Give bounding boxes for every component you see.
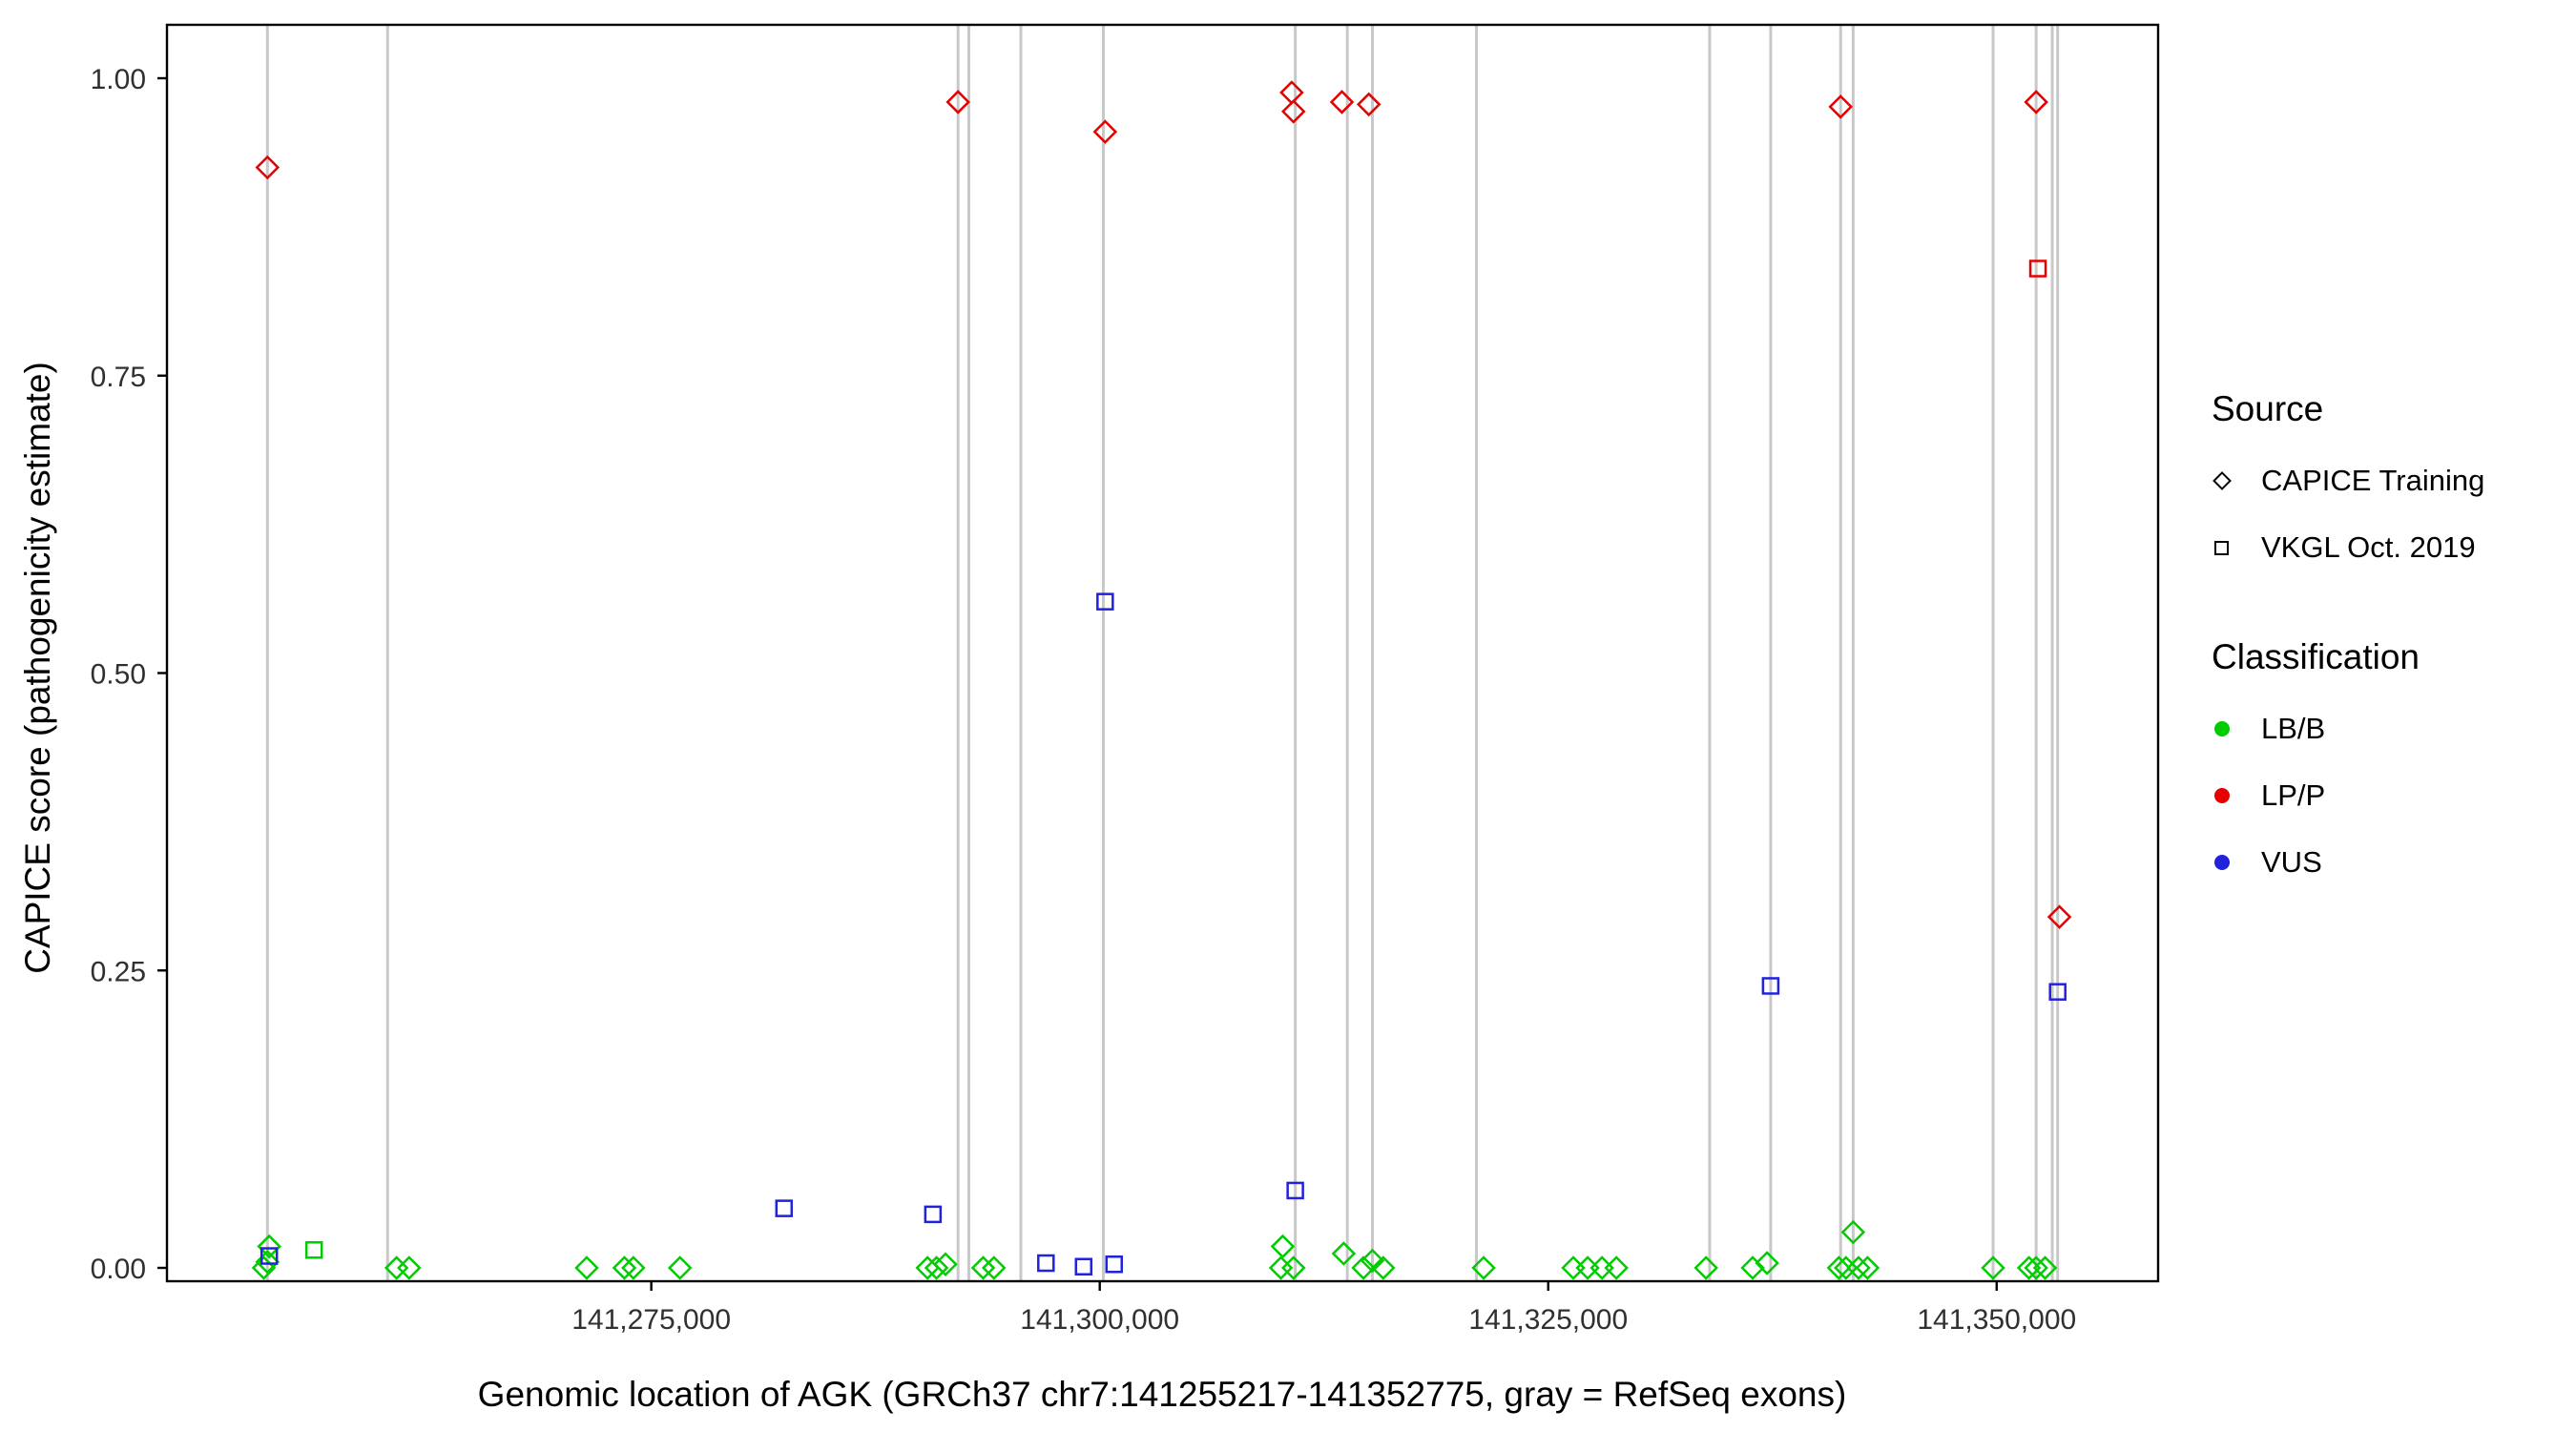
- data-point-diamond: [667, 1255, 693, 1280]
- legend-item-vkgl: VKGL Oct. 2019: [2212, 527, 2484, 569]
- legend-item-vus: VUS: [2212, 841, 2484, 883]
- data-point-diamond: [933, 1252, 958, 1277]
- y-tick-label: 0.50: [91, 659, 146, 691]
- data-point-square: [2028, 259, 2047, 278]
- y-tick-label: 0.00: [91, 1254, 146, 1285]
- data-point-diamond: [1826, 1255, 1852, 1280]
- data-point-diamond: [1092, 119, 1118, 144]
- data-point-diamond: [1755, 1251, 1779, 1275]
- legend-item-capice-training: CAPICE Training: [2212, 460, 2484, 502]
- y-axis-label: CAPICE score (pathogenicity estimate): [18, 362, 57, 974]
- legend-item-label: CAPICE Training: [2261, 464, 2485, 497]
- data-point-diamond: [1589, 1255, 1614, 1280]
- x-tick-label: 141,325,000: [1468, 1304, 1628, 1336]
- data-point-diamond: [1356, 92, 1381, 117]
- data-point-diamond: [1604, 1255, 1629, 1280]
- data-point-diamond: [1329, 90, 1355, 114]
- data-point-diamond: [1331, 1241, 1357, 1266]
- red-dot-icon: [2212, 788, 2261, 803]
- data-point-square: [1286, 1181, 1304, 1200]
- data-point-diamond: [1471, 1255, 1496, 1280]
- data-point-diamond: [1740, 1255, 1765, 1280]
- legend-item-label: LP/P: [2261, 778, 2326, 812]
- square-outline-icon: [2212, 540, 2261, 555]
- data-point-square: [1761, 977, 1780, 995]
- data-point-diamond: [1279, 80, 1304, 105]
- y-tick-label: 0.25: [91, 956, 146, 987]
- data-point-diamond: [1840, 1219, 1866, 1245]
- legend-item-label: VUS: [2261, 845, 2322, 879]
- data-point-diamond: [1575, 1255, 1600, 1280]
- data-point-diamond: [1561, 1255, 1586, 1280]
- data-point-diamond: [1693, 1255, 1718, 1280]
- data-point-diamond: [1360, 1248, 1385, 1274]
- data-point-diamond: [981, 1255, 1007, 1280]
- data-point-square: [304, 1241, 323, 1259]
- data-point-diamond: [1351, 1255, 1376, 1280]
- data-point-diamond: [1846, 1255, 1871, 1280]
- legend-group-source: Source CAPICE Training VKGL Oct. 2019: [2212, 389, 2484, 569]
- data-point-square: [1096, 592, 1114, 611]
- data-point-diamond: [612, 1255, 637, 1280]
- legend-group-classification: Classification LB/B LP/P VUS: [2212, 637, 2484, 883]
- data-point-square: [1037, 1254, 1055, 1273]
- data-point-square: [1105, 1255, 1123, 1274]
- data-point-square: [775, 1199, 794, 1217]
- data-point-diamond: [924, 1255, 949, 1280]
- y-tick-label: 0.75: [91, 362, 146, 393]
- data-point-diamond: [1981, 1255, 2005, 1280]
- data-point-diamond: [2032, 1255, 2058, 1280]
- legend-item-label: VKGL Oct. 2019: [2261, 530, 2476, 564]
- legend: Source CAPICE Training VKGL Oct. 2019 Cl…: [2212, 389, 2484, 908]
- green-dot-icon: [2212, 721, 2261, 736]
- data-point-diamond: [1280, 1255, 1306, 1280]
- data-point-diamond: [1855, 1255, 1880, 1280]
- data-point-square: [2048, 983, 2067, 1001]
- data-point-diamond: [397, 1255, 422, 1280]
- data-point-diamond: [1828, 94, 1853, 119]
- data-point-diamond: [257, 1234, 281, 1259]
- legend-item-lbb: LB/B: [2212, 708, 2484, 750]
- legend-item-label: LB/B: [2261, 712, 2326, 745]
- x-axis-label: Genomic location of AGK (GRCh37 chr7:141…: [477, 1375, 1847, 1414]
- data-point-square: [260, 1247, 279, 1265]
- data-point-diamond: [1370, 1255, 1396, 1280]
- data-point-diamond: [255, 155, 280, 180]
- panel-border: [165, 23, 2160, 1283]
- data-point-diamond: [2024, 90, 2048, 114]
- blue-dot-icon: [2212, 855, 2261, 870]
- data-point-diamond: [970, 1255, 996, 1280]
- x-tick-label: 141,300,000: [1020, 1304, 1179, 1336]
- data-point-diamond: [2016, 1255, 2042, 1280]
- data-point-diamond: [2046, 904, 2072, 929]
- data-point-diamond: [384, 1255, 409, 1280]
- x-tick-label: 141,350,000: [1917, 1304, 2076, 1336]
- y-tick-label: 1.00: [91, 64, 146, 95]
- data-point-diamond: [1280, 99, 1306, 124]
- legend-title-classification: Classification: [2212, 637, 2420, 676]
- data-point-square: [924, 1205, 943, 1224]
- data-point-diamond: [945, 90, 970, 114]
- x-tick-label: 141,275,000: [571, 1304, 731, 1336]
- diamond-outline-icon: [2212, 471, 2261, 490]
- data-point-diamond: [1268, 1255, 1294, 1280]
- data-point-diamond: [1270, 1234, 1296, 1259]
- data-point-square: [1074, 1257, 1093, 1276]
- data-point-diamond: [2024, 1255, 2048, 1280]
- data-point-diamond: [574, 1255, 599, 1280]
- legend-item-lpp: LP/P: [2212, 775, 2484, 817]
- legend-title-source: Source: [2212, 389, 2324, 428]
- data-point-diamond: [621, 1255, 646, 1280]
